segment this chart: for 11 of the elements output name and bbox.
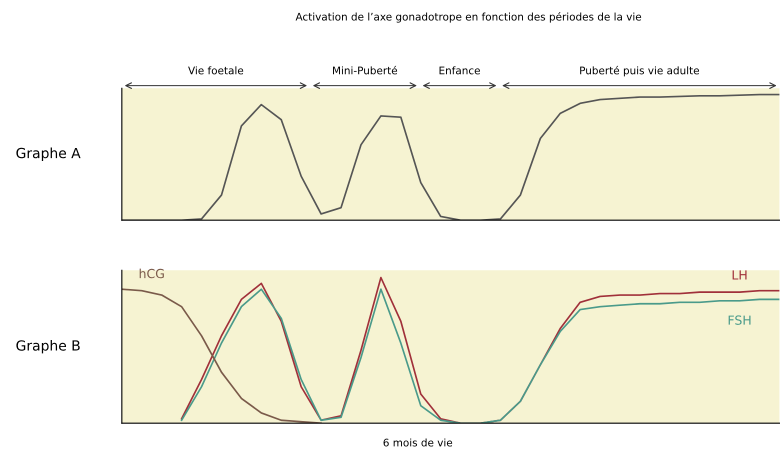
text: 6 mois de vie	[384, 438, 452, 446]
series-label: LH	[732, 270, 747, 280]
y-axis-title: Graphe B	[16, 340, 80, 354]
series-label: FSH	[728, 315, 751, 325]
text: Puberté puis vie adulte	[580, 66, 700, 76]
y-axis-title: Graphe A	[16, 148, 81, 161]
series-label: hCG	[140, 268, 164, 278]
text: Mini-Puberté	[333, 66, 398, 74]
chart-title: Activation de l’axe gonadotrope en fonction des périodes de la vie	[296, 12, 642, 23]
text: Vie foetale	[188, 66, 244, 74]
text: Enfance	[440, 66, 480, 74]
